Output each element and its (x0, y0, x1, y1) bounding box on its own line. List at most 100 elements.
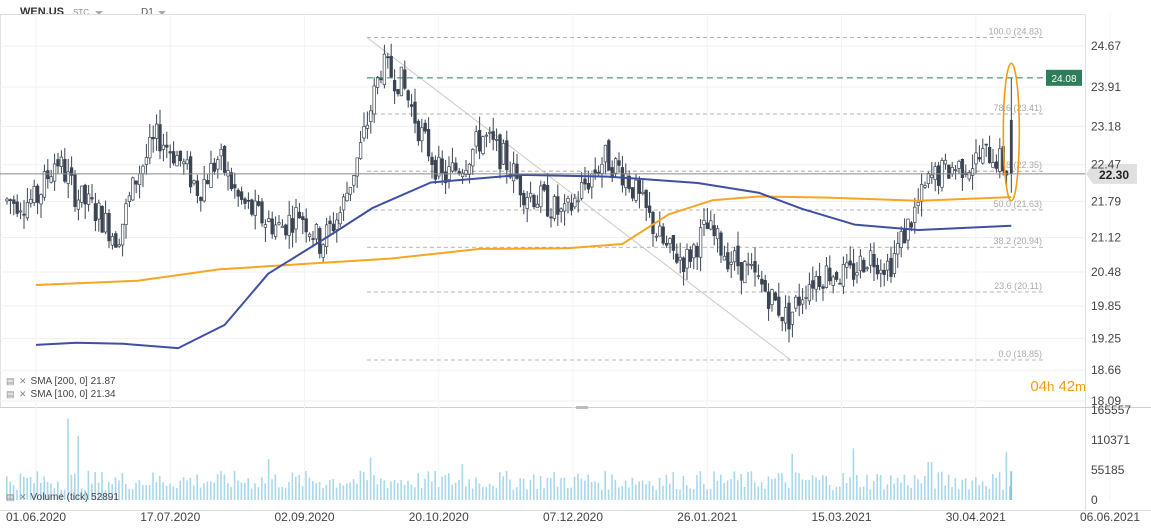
sma200-legend[interactable]: ▤ ✕ SMA [200, 0] 21.87 (6, 376, 116, 387)
candle-body (263, 224, 268, 228)
volume-bar (601, 489, 603, 500)
volume-bar (658, 477, 661, 500)
volume-bar (400, 479, 402, 500)
volume-bar (743, 486, 746, 500)
candle-body (8, 199, 13, 202)
volume-bar (934, 488, 936, 500)
candle-body (868, 250, 873, 266)
pane-resize-handle[interactable] (576, 406, 588, 409)
trendline[interactable] (366, 36, 792, 361)
sma100-legend-text: SMA [100, 0] 21.34 (30, 389, 116, 400)
volume-bar (329, 479, 331, 500)
volume-bar (46, 481, 49, 500)
candle-body (409, 104, 414, 107)
volume-bar (930, 461, 933, 500)
y-tick-label: 23.91 (1091, 80, 1121, 94)
candle-body (596, 171, 601, 174)
volume-bar (80, 488, 83, 500)
candle-body (732, 250, 737, 263)
candle-body (328, 220, 332, 225)
volume-bar (454, 482, 457, 500)
candle-body (107, 212, 111, 242)
candle-body (450, 162, 455, 172)
sma200-line[interactable] (35, 195, 1012, 286)
candle-body (345, 192, 349, 202)
candle-body (528, 192, 533, 198)
volume-bar (988, 488, 991, 500)
candle-body (824, 265, 829, 288)
volume-bar (927, 461, 929, 500)
candle-body (702, 219, 706, 225)
candle-body (413, 101, 417, 124)
volume-settings-icon[interactable]: ▤ ✕ (6, 492, 28, 502)
volume-bar (883, 489, 885, 500)
candle-body (477, 130, 482, 152)
candle-body (943, 159, 948, 165)
volume-bar (495, 487, 498, 500)
volume-bar (781, 473, 783, 500)
volume-bar (631, 477, 634, 500)
timeframe-label[interactable]: D1 (141, 7, 154, 18)
candle-body (386, 56, 390, 59)
volume-bar (84, 489, 86, 500)
candle-body (56, 159, 60, 167)
candle-body (120, 223, 125, 246)
candle-body (535, 203, 540, 209)
candle-body (913, 206, 917, 223)
y-tick-label: 24.67 (1091, 39, 1121, 53)
candle-body (335, 219, 339, 231)
candle-body (624, 173, 628, 188)
volume-bar (36, 471, 39, 500)
candle-body (681, 257, 686, 272)
volume-bar (978, 485, 980, 500)
sma100-line[interactable] (35, 173, 1012, 350)
highlight-ellipse[interactable] (1002, 62, 1021, 202)
candle-body (511, 163, 516, 182)
candle-body (753, 261, 757, 273)
y-tick-label: 20.48 (1091, 265, 1121, 279)
candle-body (464, 170, 468, 175)
volume-bar (917, 479, 919, 500)
sma-settings-icon[interactable]: ▤ ✕ (6, 389, 28, 399)
volume-bar (291, 472, 294, 500)
symbol-dropdown-icon[interactable] (95, 11, 103, 15)
volume-bar (519, 478, 521, 500)
volume-bar (886, 484, 889, 500)
sma100-legend[interactable]: ▤ ✕ SMA [100, 0] 21.34 (6, 389, 116, 400)
volume-bar (832, 490, 834, 500)
candle-body (294, 207, 298, 230)
sma-settings-icon[interactable]: ▤ ✕ (6, 376, 28, 386)
volume-bar (9, 481, 11, 500)
candle-body (73, 174, 77, 207)
y-tick-label: 21.79 (1091, 194, 1121, 208)
candle-body (998, 148, 1002, 172)
volume-bar (471, 488, 474, 500)
candle-body (362, 126, 366, 139)
volume-bar (485, 487, 487, 500)
volume-bar (74, 473, 76, 500)
volume-bar (910, 487, 912, 500)
volume-bar (346, 483, 348, 500)
candle-body (32, 186, 36, 203)
candle-body (685, 248, 689, 269)
volume-bar (971, 480, 974, 500)
volume-legend[interactable]: ▤ ✕ Volume (tick) 52891 (6, 492, 119, 503)
volume-bar (828, 484, 831, 500)
candle-body (828, 267, 832, 282)
volume-bar (635, 484, 637, 500)
timeframe-dropdown-icon[interactable] (158, 11, 166, 15)
volume-bar (788, 487, 790, 500)
volume-bar (308, 477, 311, 500)
candle-body (841, 264, 846, 287)
volume-bar (771, 478, 773, 500)
volume-bar (264, 483, 266, 500)
volume-bar (448, 473, 450, 500)
instrument-class-label[interactable]: STC (73, 8, 89, 17)
volume-bar (961, 479, 963, 500)
volume-bar (451, 484, 453, 500)
candle-body (338, 212, 342, 225)
volume-bar (114, 477, 117, 500)
candle-body (239, 191, 244, 200)
